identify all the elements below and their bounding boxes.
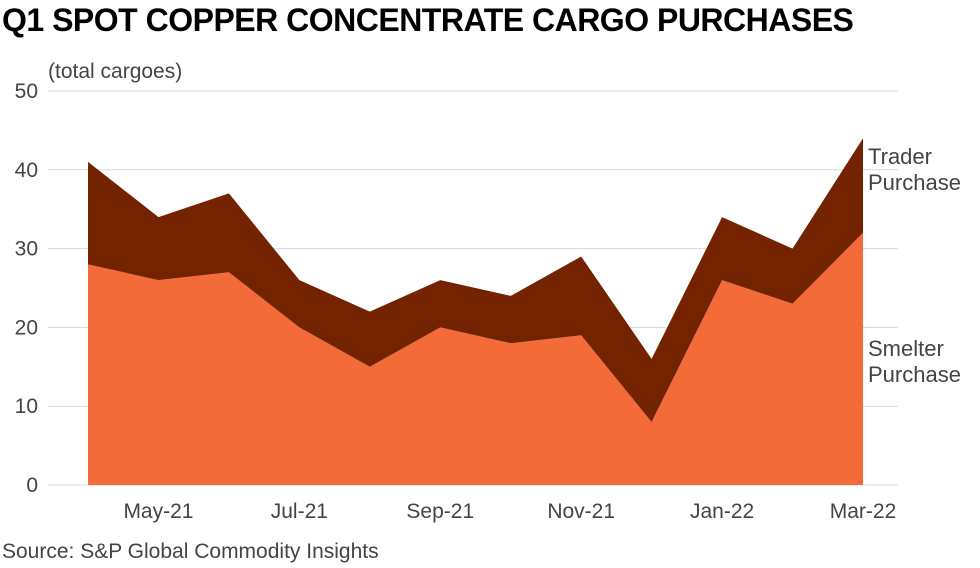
- y-tick-label-0: 0: [26, 474, 38, 497]
- y-axis-unit-label: (total cargoes): [48, 60, 182, 83]
- source-note: Source: S&P Global Commodity Insights: [2, 540, 379, 563]
- x-tick-label-sep-21: Sep-21: [406, 500, 474, 523]
- x-axis-ticks: May-21 Jul-21 Sep-21 Nov-21 Jan-22 Mar-22: [123, 500, 896, 523]
- series-label-trader-line1: Trader: [868, 144, 932, 169]
- y-tick-label-40: 40: [15, 159, 38, 182]
- y-tick-label-20: 20: [15, 316, 38, 339]
- stacked-areas: [88, 138, 863, 485]
- x-tick-label-may-21: May-21: [123, 500, 193, 523]
- area-smelter-purchase: [88, 232, 863, 485]
- x-tick-label-nov-21: Nov-21: [547, 500, 615, 523]
- y-tick-label-30: 30: [15, 238, 38, 261]
- series-label-smelter-line2: Purchase: [868, 362, 961, 387]
- series-label-trader-line2: Purchase: [868, 170, 961, 195]
- series-label-smelter-line1: Smelter: [868, 336, 944, 361]
- x-tick-label-jan-22: Jan-22: [690, 500, 754, 523]
- y-tick-label-50: 50: [15, 80, 38, 103]
- y-tick-label-10: 10: [15, 395, 38, 418]
- x-tick-label-mar-22: Mar-22: [830, 500, 897, 523]
- chart-title: Q1 SPOT COPPER CONCENTRATE CARGO PURCHAS…: [2, 2, 854, 38]
- x-tick-label-jul-21: Jul-21: [271, 500, 328, 523]
- y-axis-ticks: 0 10 20 30 40 50: [15, 80, 38, 497]
- area-trader-purchase: [88, 138, 863, 423]
